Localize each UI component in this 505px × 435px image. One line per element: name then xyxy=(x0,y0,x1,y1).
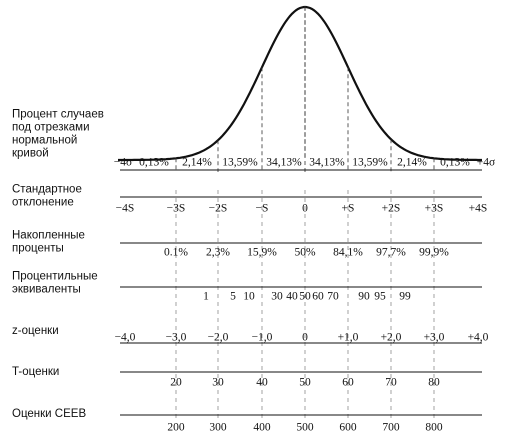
scale-mark-label: 0.1% xyxy=(164,247,188,259)
row-label: Оценки СЕЕВ xyxy=(12,408,86,420)
scale-mark-label: −4S xyxy=(116,203,135,215)
scale-mark-label: 13,59% xyxy=(222,157,258,169)
row-label: кривой xyxy=(12,148,49,160)
row-label: проценты xyxy=(12,243,64,255)
scale-mark-label: +S xyxy=(342,203,355,215)
scale-mark-label: +3,0 xyxy=(424,332,445,344)
scale-mark-label: 30 xyxy=(271,291,283,303)
row-label: под отрезками xyxy=(12,122,90,134)
scale-mark-label: 2,14% xyxy=(397,157,427,169)
row-label: отклонение xyxy=(12,197,74,209)
scale-mark-label: 5 xyxy=(230,291,236,303)
row-label: Стандартное xyxy=(12,184,82,196)
scale-mark-label: −4σ xyxy=(114,157,133,169)
scale-mark-label: 84,1% xyxy=(333,247,363,259)
scale-mark-label: −4,0 xyxy=(115,332,136,344)
scale-mark-label: 2,14% xyxy=(182,157,212,169)
scale-mark-label: 600 xyxy=(339,422,357,434)
scale-mark-label: 30 xyxy=(212,377,224,389)
scale-mark-label: 400 xyxy=(253,422,271,434)
scale-mark-label: +4,0 xyxy=(468,332,489,344)
bell-curve xyxy=(118,5,482,162)
scale-mark-label: 97,7% xyxy=(376,247,406,259)
scale-mark-label: 20 xyxy=(170,377,182,389)
row-label: Накопленные xyxy=(12,230,85,242)
scale-mark-label: 60 xyxy=(312,291,324,303)
scale-mark-label: 500 xyxy=(296,422,314,434)
scale-mark-label: 40 xyxy=(286,291,298,303)
scale-mark-label: 60 xyxy=(342,377,354,389)
scale-mark-label: 10 xyxy=(243,291,255,303)
scale-mark-label: 95 xyxy=(374,291,386,303)
scale-mark-label: +4S xyxy=(469,203,488,215)
scale-mark-label: 50% xyxy=(294,247,316,259)
scale-mark-label: −S xyxy=(256,203,269,215)
scale-mark-label: +1,0 xyxy=(338,332,359,344)
scale-mark-label: 50 xyxy=(299,291,311,303)
scale-mark-label: 1 xyxy=(203,291,209,303)
scale-mark-label: 700 xyxy=(382,422,400,434)
scale-mark-label: 90 xyxy=(358,291,370,303)
scale-mark-label: 34,13% xyxy=(266,157,302,169)
row-label: эквиваленты xyxy=(12,284,81,296)
scale-mark-label: +2,0 xyxy=(381,332,402,344)
scale-mark-label: 99,9% xyxy=(419,247,449,259)
row-label: нормальной xyxy=(12,135,77,147)
scale-mark-label: 0 xyxy=(302,332,308,344)
scale-mark-label: −3,0 xyxy=(166,332,187,344)
scale-mark-label: 70 xyxy=(327,291,339,303)
scale-mark-label: 200 xyxy=(167,422,185,434)
scale-mark-label: 40 xyxy=(256,377,268,389)
scale-mark-label: +2S xyxy=(382,203,401,215)
row-label: z-оценки xyxy=(12,325,59,337)
row-label: Процент случаев xyxy=(12,109,104,121)
scale-mark-label: 800 xyxy=(425,422,443,434)
scale-mark-label: +4σ xyxy=(477,157,496,169)
scale-mark-label: 50 xyxy=(299,377,311,389)
scale-mark-label: +3S xyxy=(425,203,444,215)
scale-mark-label: 300 xyxy=(209,422,227,434)
scale-mark-label: 15,9% xyxy=(247,247,277,259)
scale-mark-label: −2S xyxy=(209,203,228,215)
row-label: T-оценки xyxy=(12,366,59,378)
scale-mark-label: 2,3% xyxy=(206,247,230,259)
row-label: Процентильные xyxy=(12,271,98,283)
scale-mark-label: 70 xyxy=(385,377,397,389)
scale-mark-label: 0,13% xyxy=(440,157,470,169)
scale-mark-label: 13,59% xyxy=(352,157,388,169)
scale-mark-label: −3S xyxy=(167,203,186,215)
scale-mark-label: 0,13% xyxy=(139,157,169,169)
scale-mark-label: 99 xyxy=(399,291,411,303)
scale-mark-label: 80 xyxy=(428,377,440,389)
scale-mark-label: −1,0 xyxy=(252,332,273,344)
scale-mark-label: −2,0 xyxy=(208,332,229,344)
scale-mark-label: 0 xyxy=(302,203,308,215)
scale-mark-label: 34,13% xyxy=(309,157,345,169)
